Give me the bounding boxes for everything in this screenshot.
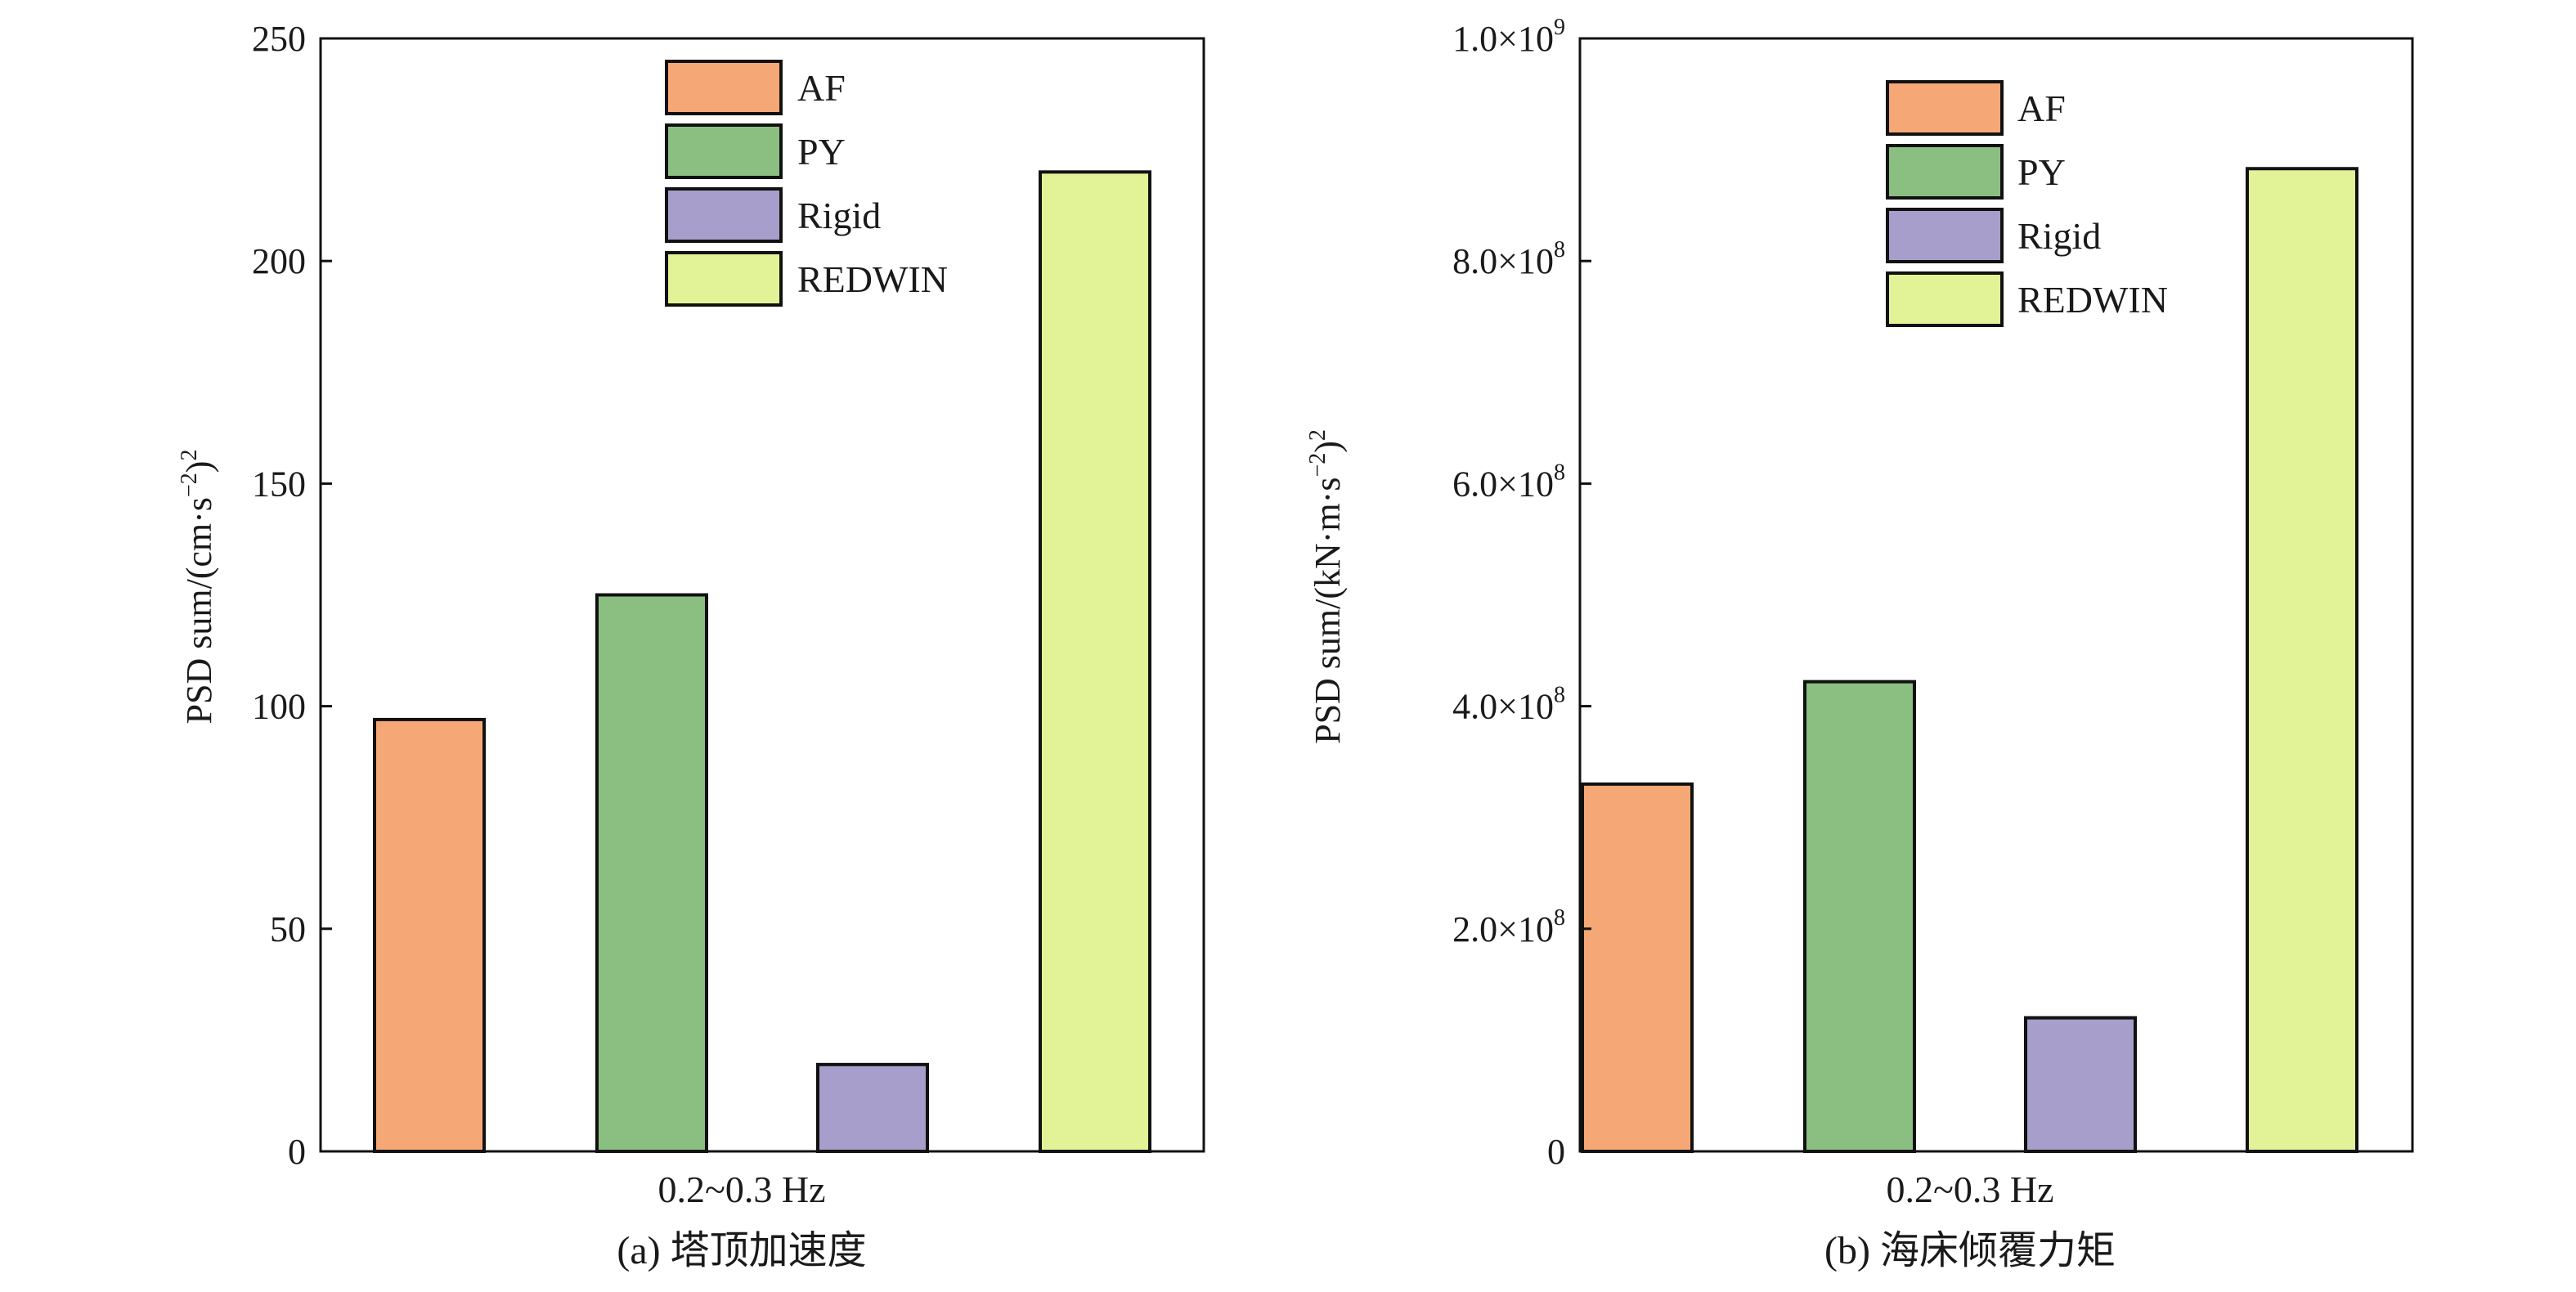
- bar-py: [595, 593, 708, 1153]
- y-axis-label: PSD sum/(kN·m·s−2)2: [1305, 429, 1348, 744]
- bar-af: [1581, 782, 1694, 1153]
- y-tick-label: 6.0×108: [1452, 460, 1565, 504]
- y-tick-label-base: 2.0×10: [1452, 909, 1554, 949]
- y-axis-label-exponent: 2: [177, 450, 202, 461]
- chart-caption: (a) 塔顶加速度: [617, 1229, 866, 1272]
- y-tick-label-exponent: 8: [1554, 683, 1565, 708]
- bar-redwin: [1039, 170, 1151, 1154]
- legend-swatch-py: [665, 123, 783, 179]
- y-tick-label-base: 1.0×10: [1452, 19, 1554, 59]
- y-axis-label-main: PSD sum/(kN·m·s: [1308, 478, 1348, 744]
- plot-frame: [319, 37, 1205, 1153]
- bar-redwin: [2246, 167, 2358, 1153]
- chart-a: 0 50 100 150 200 250 PSD sum/(cm·s−2)2 0.2~0.3 …: [177, 19, 1205, 1272]
- legend-swatch-af: [665, 60, 783, 115]
- y-tick-label-exponent: 8: [1554, 237, 1565, 262]
- y-tick-label: 8.0×108: [1452, 237, 1565, 281]
- y-axis-label-close: ): [179, 461, 219, 473]
- y-axis-label-main: PSD sum/(cm·s: [179, 497, 219, 724]
- y-tick-label: 250: [252, 19, 306, 59]
- y-tick-label: 200: [252, 241, 306, 281]
- legend-label-af: AF: [797, 67, 846, 109]
- y-tick-label: 150: [252, 464, 306, 504]
- y-tick-label: 1.0×109: [1452, 15, 1565, 59]
- y-tick-label: 50: [270, 909, 306, 949]
- y-tick-label-base: 6.0×10: [1452, 464, 1554, 504]
- legend-label-rigid: Rigid: [2017, 215, 2101, 257]
- legend-swatch-rigid: [1886, 208, 2004, 263]
- legend-swatch-af: [1886, 80, 2004, 136]
- legend-swatch-redwin: [665, 251, 783, 307]
- y-tick-label-base: 4.0×10: [1452, 687, 1554, 727]
- y-tick-label: 4.0×108: [1452, 683, 1565, 727]
- y-tick-label-exponent: 8: [1554, 905, 1565, 931]
- y-axis-label-exponent: −2: [177, 473, 202, 497]
- plot-frame: [1578, 37, 2414, 1153]
- x-axis-label: 0.2~0.3 Hz: [1886, 1169, 2053, 1210]
- legend-label-redwin: REDWIN: [2017, 279, 2168, 321]
- legend-label-redwin: REDWIN: [797, 258, 948, 300]
- legend-swatch-py: [1886, 144, 2004, 200]
- y-axis-label-exponent: 2: [1305, 429, 1331, 441]
- legend-swatch-rigid: [665, 187, 783, 243]
- y-axis-label-exponent: −2: [1305, 453, 1331, 478]
- y-tick-label-exponent: 8: [1554, 460, 1565, 485]
- legend: AF PY Rigid REDWIN: [1886, 80, 2168, 327]
- chart-b: 02.0×1084.0×1086.0×1088.0×1081.0×109PSD …: [1305, 15, 2414, 1272]
- legend-label-py: PY: [797, 131, 846, 173]
- bar-py: [1803, 680, 1916, 1153]
- y-tick-label: 100: [252, 687, 306, 727]
- legend-label-rigid: Rigid: [797, 195, 881, 236]
- y-tick-label: 0: [288, 1132, 306, 1172]
- legend-swatch-redwin: [1886, 271, 2004, 327]
- y-axis-label-close: ): [1308, 441, 1348, 453]
- legend: AF PY Rigid REDWIN: [665, 60, 948, 307]
- chart-caption: (b) 海床倾覆力矩: [1824, 1229, 2116, 1272]
- bar-rigid: [816, 1062, 929, 1154]
- y-tick-label-base: 8.0×10: [1452, 241, 1554, 281]
- y-axis-label: PSD sum/(cm·s−2)2: [177, 450, 219, 725]
- y-tick-label-exponent: 9: [1554, 15, 1565, 40]
- y-tick-label: 0: [1547, 1132, 1565, 1172]
- bar-af: [373, 717, 486, 1153]
- x-axis-label: 0.2~0.3 Hz: [657, 1169, 825, 1210]
- legend-label-py: PY: [2017, 151, 2066, 193]
- bar-rigid: [2024, 1016, 2137, 1154]
- legend-label-af: AF: [2017, 87, 2066, 129]
- y-tick-label: 2.0×108: [1452, 905, 1565, 949]
